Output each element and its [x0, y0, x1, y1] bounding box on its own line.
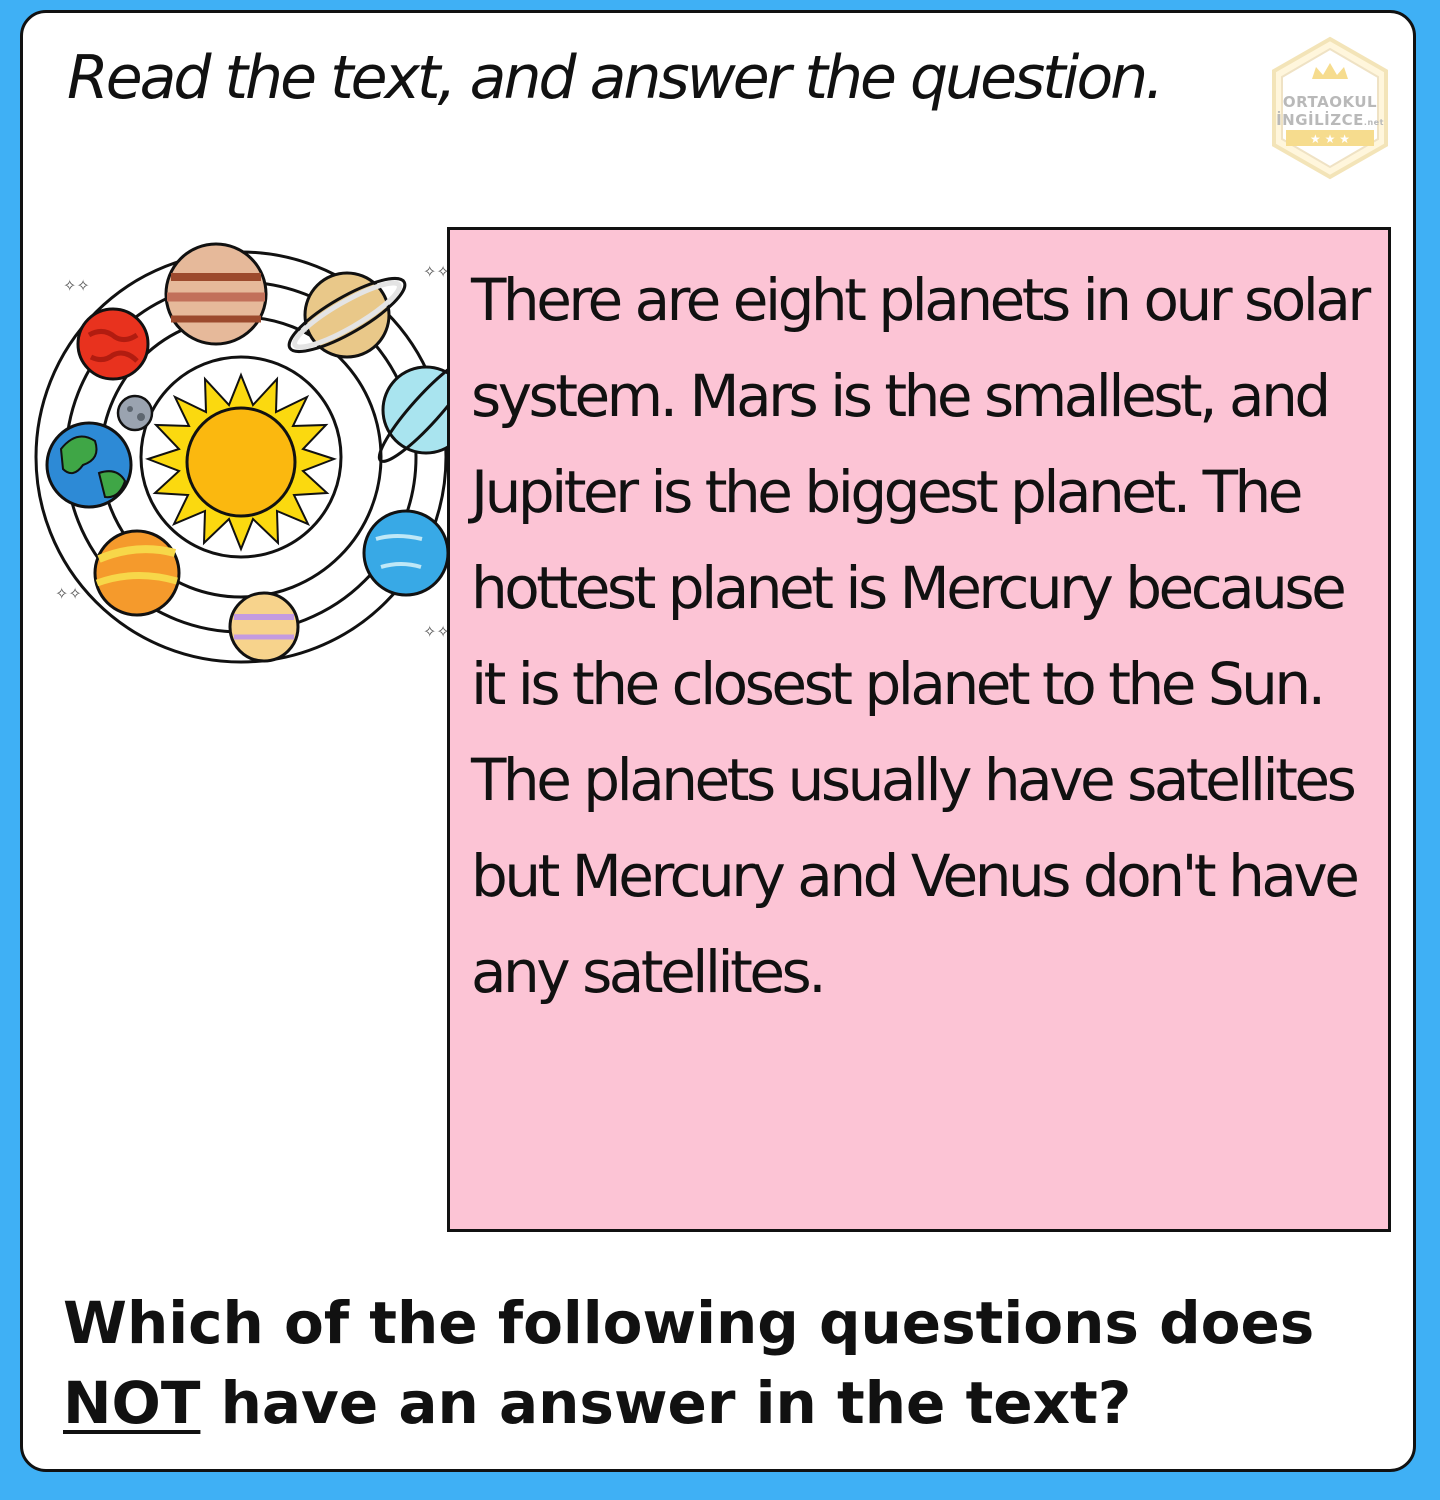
logo-line-1: ORTAOKUL — [1282, 93, 1378, 111]
mars-icon — [76, 307, 150, 381]
star-icon: ✧✧ — [423, 622, 450, 641]
sun-icon — [185, 406, 297, 518]
question-emphasis: NOT — [63, 1369, 201, 1437]
star-icon: ✧✧ — [423, 262, 450, 281]
logo-badge-icon: ★ ★ ★ — [1272, 36, 1388, 180]
instruction-heading: Read the text, and answer the question. — [67, 43, 1164, 113]
mercury-icon — [116, 394, 154, 432]
saturn-icon — [303, 271, 391, 359]
question-part-1: Which of the following questions does — [63, 1289, 1315, 1357]
question-card: Read the text, and answer the question. … — [20, 10, 1416, 1472]
small-planet-icon — [228, 591, 300, 663]
star-icon: ✧✧ — [55, 584, 82, 603]
neptune-icon — [362, 509, 450, 597]
reading-passage-box: There are eight planets in our solar sys… — [447, 227, 1391, 1232]
question-part-2: have an answer in the text? — [200, 1369, 1132, 1437]
logo-line-2: İNGİLİZCE.net — [1276, 111, 1384, 129]
star-icon: ✧✧ — [63, 276, 90, 295]
solar-system-illustration: ✧✧ ✧✧ ✧✧ ✧✧ — [31, 227, 475, 667]
site-logo: ★ ★ ★ ORTAOKUL İNGİLİZCE.net — [1268, 35, 1392, 181]
svg-text:★ ★ ★: ★ ★ ★ — [1310, 132, 1350, 146]
solar-system-icon: ✧✧ ✧✧ ✧✧ ✧✧ — [34, 242, 475, 664]
question-text: Which of the following questions does NOT… — [63, 1283, 1403, 1443]
earth-icon — [45, 421, 133, 509]
reading-passage: There are eight planets in our solar sys… — [471, 266, 1371, 1006]
